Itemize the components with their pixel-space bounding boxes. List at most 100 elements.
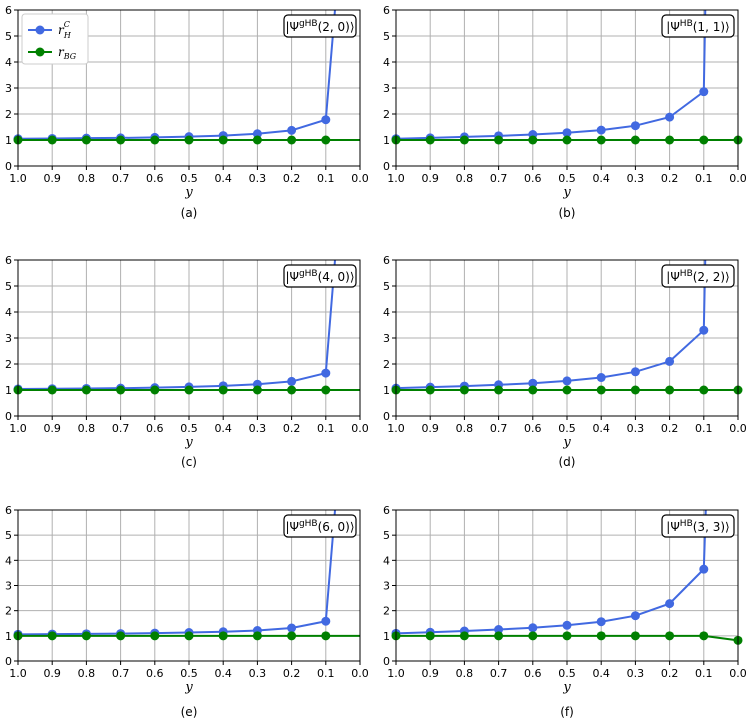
x-tick-label: 0.2 bbox=[661, 422, 679, 435]
data-point-rBG bbox=[218, 385, 228, 395]
legend-label-rH: rC H bbox=[58, 20, 72, 40]
x-tick-label: 0.6 bbox=[524, 172, 542, 185]
x-tick-label: 0.6 bbox=[524, 422, 542, 435]
x-tick-label: 0.1 bbox=[317, 422, 335, 435]
data-point-rBG bbox=[425, 135, 435, 145]
data-point-rBG bbox=[150, 631, 160, 641]
y-tick-label: 0 bbox=[383, 655, 390, 668]
x-tick-label: 0.2 bbox=[661, 172, 679, 185]
chart-panel-c: 1.0 0.9 0.8 0.7 0.6 0.5 0.4 0.3 0.2 0.1 0.0 0 1 2 3 4 5 6… bbox=[5, 254, 369, 469]
panel-caption: (b) bbox=[559, 206, 576, 220]
data-point-rBG bbox=[184, 631, 194, 641]
x-tick-label: 0.7 bbox=[490, 667, 508, 680]
y-tick-label: 4 bbox=[5, 306, 12, 319]
x-tick-label: 0.5 bbox=[558, 667, 576, 680]
data-point-rH bbox=[321, 616, 331, 626]
y-tick-label: 5 bbox=[383, 529, 390, 542]
data-point-rBG bbox=[699, 631, 709, 641]
data-point-rBG bbox=[252, 631, 262, 641]
x-tick-label: 1.0 bbox=[387, 422, 405, 435]
y-tick-label: 6 bbox=[5, 4, 12, 17]
y-tick-label: 2 bbox=[383, 108, 390, 121]
data-point-rH bbox=[699, 87, 709, 97]
data-point-rBG bbox=[252, 135, 262, 145]
x-tick-label: 0.8 bbox=[456, 422, 474, 435]
y-tick-label: 3 bbox=[383, 332, 390, 345]
state-label: |ΨHB(1, 1)⟩ bbox=[666, 19, 729, 34]
data-point-rBG bbox=[47, 631, 57, 641]
y-tick-label: 4 bbox=[383, 56, 390, 69]
state-label: |ΨHB(3, 3)⟩ bbox=[666, 519, 729, 534]
x-tick-label: 0.0 bbox=[729, 172, 747, 185]
data-point-rH bbox=[287, 623, 297, 633]
x-tick-label: 0.2 bbox=[283, 172, 301, 185]
data-point-rH bbox=[562, 128, 572, 138]
x-axis-label: y bbox=[184, 435, 193, 450]
data-point-rBG bbox=[81, 385, 91, 395]
y-tick-label: 0 bbox=[383, 160, 390, 173]
data-point-rBG bbox=[425, 385, 435, 395]
data-point-rH bbox=[596, 617, 606, 627]
data-point-rBG bbox=[528, 385, 538, 395]
x-axis-label: y bbox=[562, 435, 571, 450]
x-tick-label: 0.3 bbox=[249, 172, 267, 185]
series-line-rH bbox=[396, 10, 707, 140]
y-tick-label: 4 bbox=[5, 554, 12, 567]
x-tick-label: 0.9 bbox=[421, 422, 439, 435]
data-point-rBG bbox=[218, 631, 228, 641]
x-tick-label: 0.4 bbox=[592, 667, 610, 680]
y-tick-label: 0 bbox=[383, 410, 390, 423]
x-axis-label: y bbox=[184, 185, 193, 200]
axes-frame bbox=[17, 9, 361, 167]
state-label: |ΨgHB(2, 0)⟩ bbox=[285, 19, 354, 34]
x-tick-label: 0.5 bbox=[558, 172, 576, 185]
data-point-rBG bbox=[218, 135, 228, 145]
state-label-box bbox=[283, 264, 357, 288]
legend-label-rBG: rBG bbox=[58, 45, 77, 61]
chart-panel-b: 1.0 0.9 0.8 0.7 0.6 0.5 0.4 0.3 0.2 0.1 0.0 0 1 2 3 4 5 6… bbox=[383, 4, 747, 220]
x-tick-label: 0.1 bbox=[695, 172, 713, 185]
data-point-rH bbox=[596, 373, 606, 383]
axes-frame bbox=[395, 259, 739, 417]
data-point-rH bbox=[287, 376, 297, 386]
y-tick-label: 6 bbox=[5, 504, 12, 517]
data-point-rH bbox=[528, 378, 538, 388]
series-line-rH bbox=[396, 510, 707, 635]
data-point-rH bbox=[630, 121, 640, 131]
data-point-rBG bbox=[252, 385, 262, 395]
data-point-rBG bbox=[287, 135, 297, 145]
x-tick-label: 0.7 bbox=[112, 422, 130, 435]
data-point-rBG bbox=[699, 135, 709, 145]
axes-frame bbox=[17, 509, 361, 662]
y-tick-label: 2 bbox=[5, 358, 12, 371]
x-tick-label: 0.1 bbox=[695, 667, 713, 680]
data-point-rBG bbox=[630, 631, 640, 641]
x-tick-label: 1.0 bbox=[387, 172, 405, 185]
data-point-rBG bbox=[596, 135, 606, 145]
y-tick-label: 1 bbox=[383, 630, 390, 643]
data-point-rH bbox=[699, 564, 709, 574]
x-tick-label: 0.7 bbox=[112, 172, 130, 185]
y-tick-label: 5 bbox=[5, 529, 12, 542]
x-tick-label: 1.0 bbox=[387, 667, 405, 680]
data-point-rBG bbox=[184, 135, 194, 145]
y-tick-label: 2 bbox=[5, 108, 12, 121]
y-tick-label: 3 bbox=[5, 580, 12, 593]
data-point-rBG bbox=[287, 631, 297, 641]
x-tick-label: 0.3 bbox=[249, 667, 267, 680]
panel-caption: (a) bbox=[181, 206, 198, 220]
x-tick-label: 0.0 bbox=[729, 422, 747, 435]
x-tick-label: 1.0 bbox=[9, 667, 27, 680]
legend: rC H rBG bbox=[21, 13, 89, 65]
series-line-rH bbox=[396, 260, 707, 390]
data-point-rBG bbox=[116, 135, 126, 145]
x-tick-label: 0.9 bbox=[43, 667, 61, 680]
data-point-rH bbox=[287, 125, 297, 135]
data-point-rBG bbox=[81, 631, 91, 641]
data-point-rBG bbox=[665, 135, 675, 145]
y-tick-label: 3 bbox=[383, 82, 390, 95]
x-axis-label: y bbox=[184, 680, 193, 695]
x-tick-label: 0.8 bbox=[456, 172, 474, 185]
x-tick-label: 0.4 bbox=[214, 422, 232, 435]
data-point-rH bbox=[321, 368, 331, 378]
